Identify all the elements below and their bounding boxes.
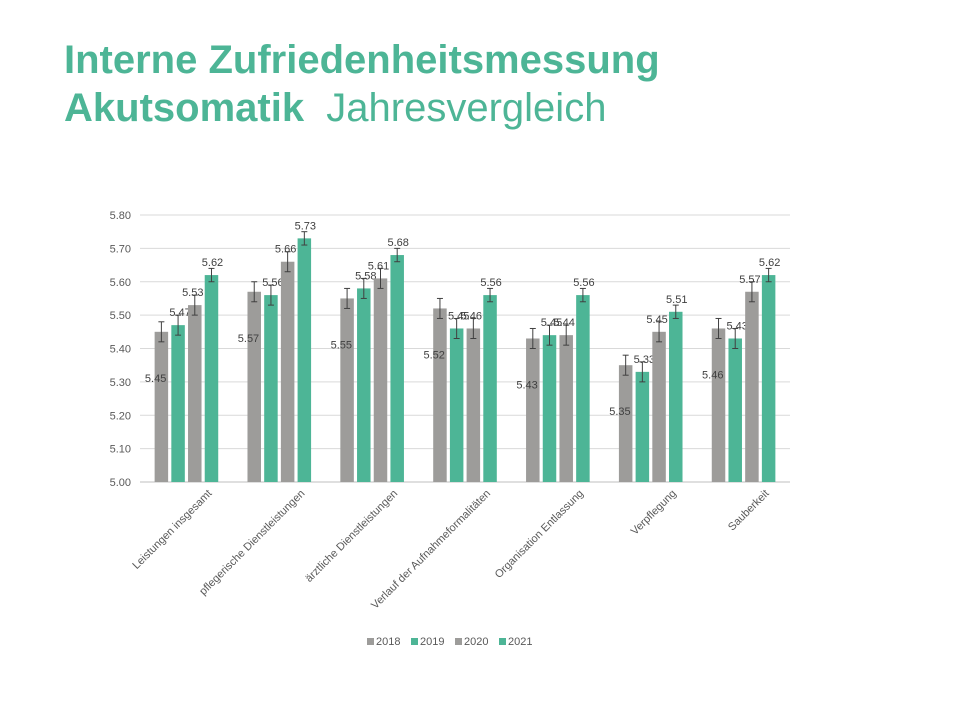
legend-swatch-2020 — [455, 638, 462, 645]
bar-2021 — [761, 275, 776, 482]
legend-label: 2018 — [376, 636, 400, 648]
bar-2019 — [449, 328, 464, 482]
bar-2019 — [357, 288, 371, 482]
bar-2018 — [433, 308, 447, 482]
legend-label: 2019 — [420, 636, 444, 648]
bar-2020 — [559, 335, 573, 482]
category-label: Verpflegung — [629, 488, 679, 538]
y-tick-label: 5.70 — [110, 243, 131, 255]
legend-swatch-2021 — [499, 638, 506, 645]
data-label: 5.68 — [387, 237, 408, 249]
data-label: 5.46 — [461, 310, 482, 322]
category-label: pflegerische Dienstleistungen — [197, 488, 307, 598]
title-line2-light: Jahresvergleich — [326, 86, 607, 130]
data-label: 5.35 — [609, 406, 630, 418]
bar-2018 — [618, 365, 633, 482]
legend-swatch-2018 — [367, 638, 374, 645]
category-label: Sauberkeit — [726, 488, 772, 534]
data-label: 5.57 — [739, 274, 760, 286]
category-label: Leistungen insgesamt — [130, 488, 214, 572]
category-label: Organisation Entlassung — [493, 488, 586, 581]
category-label: ärztliche Dienstleistungen — [303, 488, 400, 585]
data-label: 5.47 — [169, 307, 190, 319]
bar-2020 — [280, 261, 295, 482]
data-label: 5.46 — [702, 369, 723, 381]
data-label: 5.52 — [423, 349, 444, 361]
data-label: 5.58 — [355, 270, 376, 282]
page-title: Interne Zufriedenheitsmessung Akutsomati… — [64, 36, 660, 132]
data-label: 5.57 — [238, 333, 259, 345]
y-tick-label: 5.10 — [110, 444, 131, 456]
bar-2019 — [542, 335, 557, 482]
bar-2019 — [728, 338, 742, 482]
data-label: 5.62 — [759, 257, 780, 269]
bar-2020 — [652, 331, 666, 482]
title-line1: Interne Zufriedenheitsmessung — [64, 38, 660, 82]
bar-2021 — [204, 275, 219, 482]
bar-2018 — [154, 331, 169, 482]
data-label: 5.66 — [275, 244, 296, 256]
bar-2021 — [669, 311, 683, 482]
bar-2020 — [373, 278, 388, 482]
legend-label: 2021 — [508, 636, 532, 648]
data-label: 5.53 — [182, 287, 203, 299]
bar-2021 — [576, 295, 590, 482]
legend-swatch-2019 — [411, 638, 418, 645]
data-label: 5.56 — [480, 277, 501, 289]
y-tick-label: 5.60 — [110, 277, 131, 289]
data-label: 5.56 — [573, 277, 594, 289]
bar-2018 — [526, 338, 540, 482]
data-label: 5.45 — [646, 314, 667, 326]
bar-2019 — [171, 325, 185, 482]
data-label: 5.33 — [634, 354, 655, 366]
bar-2021 — [390, 255, 404, 482]
data-label: 5.44 — [553, 317, 574, 329]
data-label: 5.51 — [666, 294, 687, 306]
data-label: 5.45 — [541, 317, 562, 329]
bar-2018 — [711, 328, 726, 482]
data-label: 5.73 — [295, 220, 316, 232]
data-label: 5.45 — [145, 373, 166, 385]
title-line2-bold: Akutsomatik — [64, 86, 305, 130]
bar-2018 — [340, 298, 354, 482]
bar-2020 — [188, 305, 202, 482]
bar-2020 — [745, 291, 759, 482]
bar-2021 — [483, 295, 497, 482]
bar-2019 — [264, 295, 278, 482]
data-label: 5.56 — [262, 277, 283, 289]
data-label: 5.55 — [331, 339, 352, 351]
bar-2021 — [297, 238, 312, 482]
data-label: 5.43 — [727, 320, 748, 332]
bar-2018 — [247, 291, 261, 482]
y-tick-label: 5.30 — [110, 377, 131, 389]
bar-2019 — [635, 371, 650, 482]
y-tick-label: 5.80 — [110, 210, 131, 222]
y-tick-label: 5.20 — [110, 410, 131, 422]
data-label: 5.61 — [368, 260, 389, 272]
legend-label: 2020 — [464, 636, 488, 648]
bar-2020 — [466, 328, 481, 482]
y-tick-label: 5.40 — [110, 344, 131, 356]
data-label: 5.43 — [516, 379, 537, 391]
y-tick-label: 5.00 — [110, 477, 131, 489]
data-label: 5.45 — [448, 310, 469, 322]
y-tick-label: 5.50 — [110, 310, 131, 322]
data-label: 5.62 — [202, 257, 223, 269]
